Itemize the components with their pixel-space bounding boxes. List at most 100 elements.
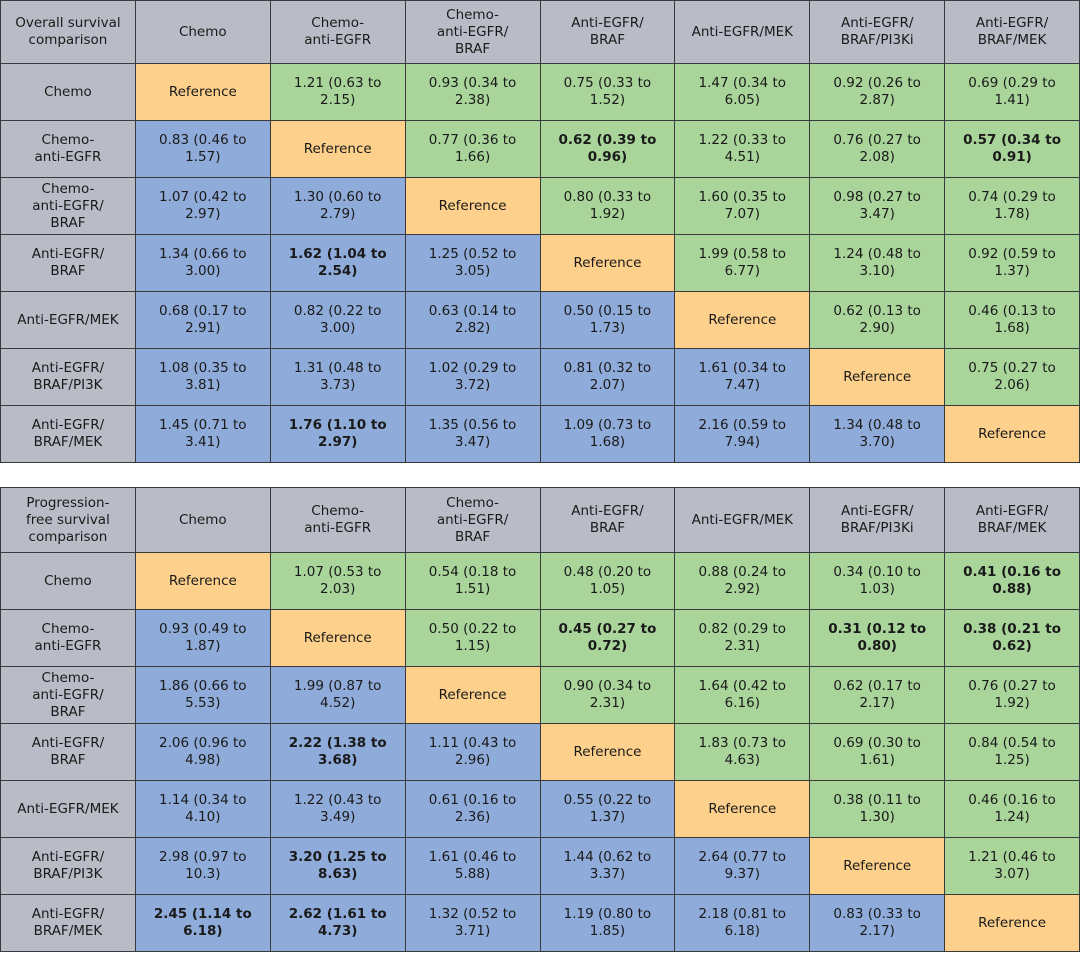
cell-value: 1.86 (0.66 to 5.53) [159, 678, 247, 711]
comparison-cell: 0.45 (0.27 to 0.72) [539, 609, 676, 667]
cell-value: 0.92 (0.59 to 1.37) [968, 246, 1056, 279]
cell-value: 0.45 (0.27 to 0.72) [558, 621, 657, 654]
comparison-cell: 1.21 (0.63 to 2.15) [269, 63, 406, 121]
comparison-cell: 1.22 (0.33 to 4.51) [674, 120, 811, 178]
comparison-cell: 1.22 (0.43 to 3.49) [269, 780, 406, 838]
comparison-cell: 0.83 (0.33 to 2.17) [809, 894, 946, 952]
cell-value: 1.34 (0.48 to 3.70) [833, 417, 921, 450]
cell-value: 0.62 (0.17 to 2.17) [833, 678, 921, 711]
cell-value: 0.93 (0.34 to 2.38) [428, 75, 517, 108]
table-row: Anti-EGFR/MEK 0.68 (0.17 to 2.91) 0.82 (0.… [0, 291, 1080, 349]
row-header: Anti-EGFR/ BRAF/PI3K [0, 348, 136, 406]
cell-value: 1.21 (0.46 to 3.07) [968, 849, 1056, 882]
comparison-cell: 1.62 (1.04 to 2.54) [269, 234, 406, 292]
cell-value: 1.61 (0.46 to 5.88) [428, 849, 517, 882]
cell-value: 0.61 (0.16 to 2.36) [428, 792, 517, 825]
column-header: Anti-EGFR/ BRAF [539, 0, 676, 64]
column-header: Chemo [134, 0, 271, 64]
comparison-cell: 0.55 (0.22 to 1.37) [539, 780, 676, 838]
cell-value: 0.62 (0.39 to 0.96) [558, 132, 657, 165]
comparison-cell: 1.31 (0.48 to 3.73) [269, 348, 406, 406]
cell-value: 1.30 (0.60 to 2.79) [293, 189, 382, 222]
cell-value: 1.22 (0.43 to 3.49) [293, 792, 382, 825]
row-header: Chemo- anti-EGFR [0, 609, 136, 667]
cell-value: Reference [573, 743, 642, 760]
cell-value: Reference [573, 254, 642, 271]
comparison-cell: 0.41 (0.16 to 0.88) [944, 552, 1080, 610]
cell-value: 1.99 (0.87 to 4.52) [293, 678, 382, 711]
reference-cell: Reference [404, 666, 541, 724]
cell-value: 0.75 (0.33 to 1.52) [563, 75, 652, 108]
comparison-cell: 0.88 (0.24 to 2.92) [674, 552, 811, 610]
cell-value: 1.07 (0.53 to 2.03) [293, 564, 382, 597]
comparison-cell: 1.11 (0.43 to 2.96) [404, 723, 541, 781]
table-row: Anti-EGFR/ BRAF/MEK 2.45 (1.14 to 6.18) 2.… [0, 894, 1080, 952]
row-header: Chemo- anti-EGFR [0, 120, 136, 178]
column-header: Anti-EGFR/ BRAF/MEK [944, 0, 1080, 64]
cell-value: 0.54 (0.18 to 1.51) [428, 564, 517, 597]
progression-free-survival-table: Progression- free survival comparison Che… [0, 487, 1080, 952]
comparison-cell: 0.75 (0.33 to 1.52) [539, 63, 676, 121]
cell-value: 0.90 (0.34 to 2.31) [563, 678, 652, 711]
comparison-cell: 0.50 (0.15 to 1.73) [539, 291, 676, 349]
cell-value: 0.83 (0.46 to 1.57) [159, 132, 247, 165]
reference-cell: Reference [944, 405, 1080, 463]
comparison-cell: 0.81 (0.32 to 2.07) [539, 348, 676, 406]
cell-value: 1.32 (0.52 to 3.71) [428, 906, 517, 939]
comparison-cell: 1.34 (0.48 to 3.70) [809, 405, 946, 463]
comparison-cell: 0.54 (0.18 to 1.51) [404, 552, 541, 610]
cell-value: 0.84 (0.54 to 1.25) [968, 735, 1056, 768]
cell-value: Reference [843, 857, 912, 874]
column-header: Chemo- anti-EGFR [269, 487, 406, 553]
column-header: Anti-EGFR/MEK [674, 487, 811, 553]
cell-value: 2.18 (0.81 to 6.18) [698, 906, 787, 939]
cell-value: 0.38 (0.11 to 1.30) [833, 792, 921, 825]
comparison-cell: 0.48 (0.20 to 1.05) [539, 552, 676, 610]
cell-value: 1.60 (0.35 to 7.07) [698, 189, 787, 222]
row-header: Anti-EGFR/ BRAF [0, 723, 136, 781]
header-row: Overall survival comparison Chemo Chemo- a… [0, 0, 1080, 64]
comparison-cell: 1.83 (0.73 to 4.63) [674, 723, 811, 781]
column-header: Anti-EGFR/ BRAF [539, 487, 676, 553]
reference-cell: Reference [674, 780, 811, 838]
row-header: Anti-EGFR/ BRAF [0, 234, 136, 292]
reference-cell: Reference [674, 291, 811, 349]
table-row: Anti-EGFR/MEK 1.14 (0.34 to 4.10) 1.22 (0.… [0, 780, 1080, 838]
cell-value: 2.64 (0.77 to 9.37) [698, 849, 787, 882]
column-header: Anti-EGFR/ BRAF/MEK [944, 487, 1080, 553]
cell-value: 1.83 (0.73 to 4.63) [698, 735, 787, 768]
comparison-cell: 2.18 (0.81 to 6.18) [674, 894, 811, 952]
cell-value: 1.34 (0.66 to 3.00) [159, 246, 247, 279]
column-header: Chemo [134, 487, 271, 553]
cell-value: 3.20 (1.25 to 8.63) [288, 849, 387, 882]
cell-value: Reference [168, 83, 237, 100]
cell-value: 1.11 (0.43 to 2.96) [428, 735, 517, 768]
row-header: Anti-EGFR/ BRAF/MEK [0, 894, 136, 952]
comparison-cell: 0.80 (0.33 to 1.92) [539, 177, 676, 235]
reference-cell: Reference [809, 348, 946, 406]
comparison-cell: 0.46 (0.16 to 1.24) [944, 780, 1080, 838]
cell-value: 0.50 (0.22 to 1.15) [428, 621, 517, 654]
comparison-cell: 1.47 (0.34 to 6.05) [674, 63, 811, 121]
reference-cell: Reference [539, 723, 676, 781]
comparison-cell: 0.83 (0.46 to 1.57) [134, 120, 271, 178]
cell-value: 2.62 (1.61 to 4.73) [288, 906, 387, 939]
comparison-cell: 0.82 (0.29 to 2.31) [674, 609, 811, 667]
comparison-cell: 0.57 (0.34 to 0.91) [944, 120, 1080, 178]
cell-value: 0.50 (0.15 to 1.73) [563, 303, 652, 336]
comparison-cell: 0.34 (0.10 to 1.03) [809, 552, 946, 610]
table-row: Anti-EGFR/ BRAF/MEK 1.45 (0.71 to 3.41) 1.… [0, 405, 1080, 463]
cell-value: 1.08 (0.35 to 3.81) [159, 360, 247, 393]
comparison-cell: 0.38 (0.11 to 1.30) [809, 780, 946, 838]
cell-value: 1.44 (0.62 to 3.37) [563, 849, 652, 882]
column-header: Chemo- anti-EGFR/ BRAF [404, 487, 541, 553]
comparison-cell: 0.69 (0.30 to 1.61) [809, 723, 946, 781]
table-row: Anti-EGFR/ BRAF/PI3K 1.08 (0.35 to 3.81) 1… [0, 348, 1080, 406]
cell-value: Reference [303, 629, 372, 646]
comparison-cell: 1.30 (0.60 to 2.79) [269, 177, 406, 235]
reference-cell: Reference [944, 894, 1080, 952]
comparison-cell: 1.21 (0.46 to 3.07) [944, 837, 1080, 895]
column-header: Anti-EGFR/ BRAF/PI3Ki [809, 0, 946, 64]
reference-cell: Reference [539, 234, 676, 292]
cell-value: 0.48 (0.20 to 1.05) [563, 564, 652, 597]
